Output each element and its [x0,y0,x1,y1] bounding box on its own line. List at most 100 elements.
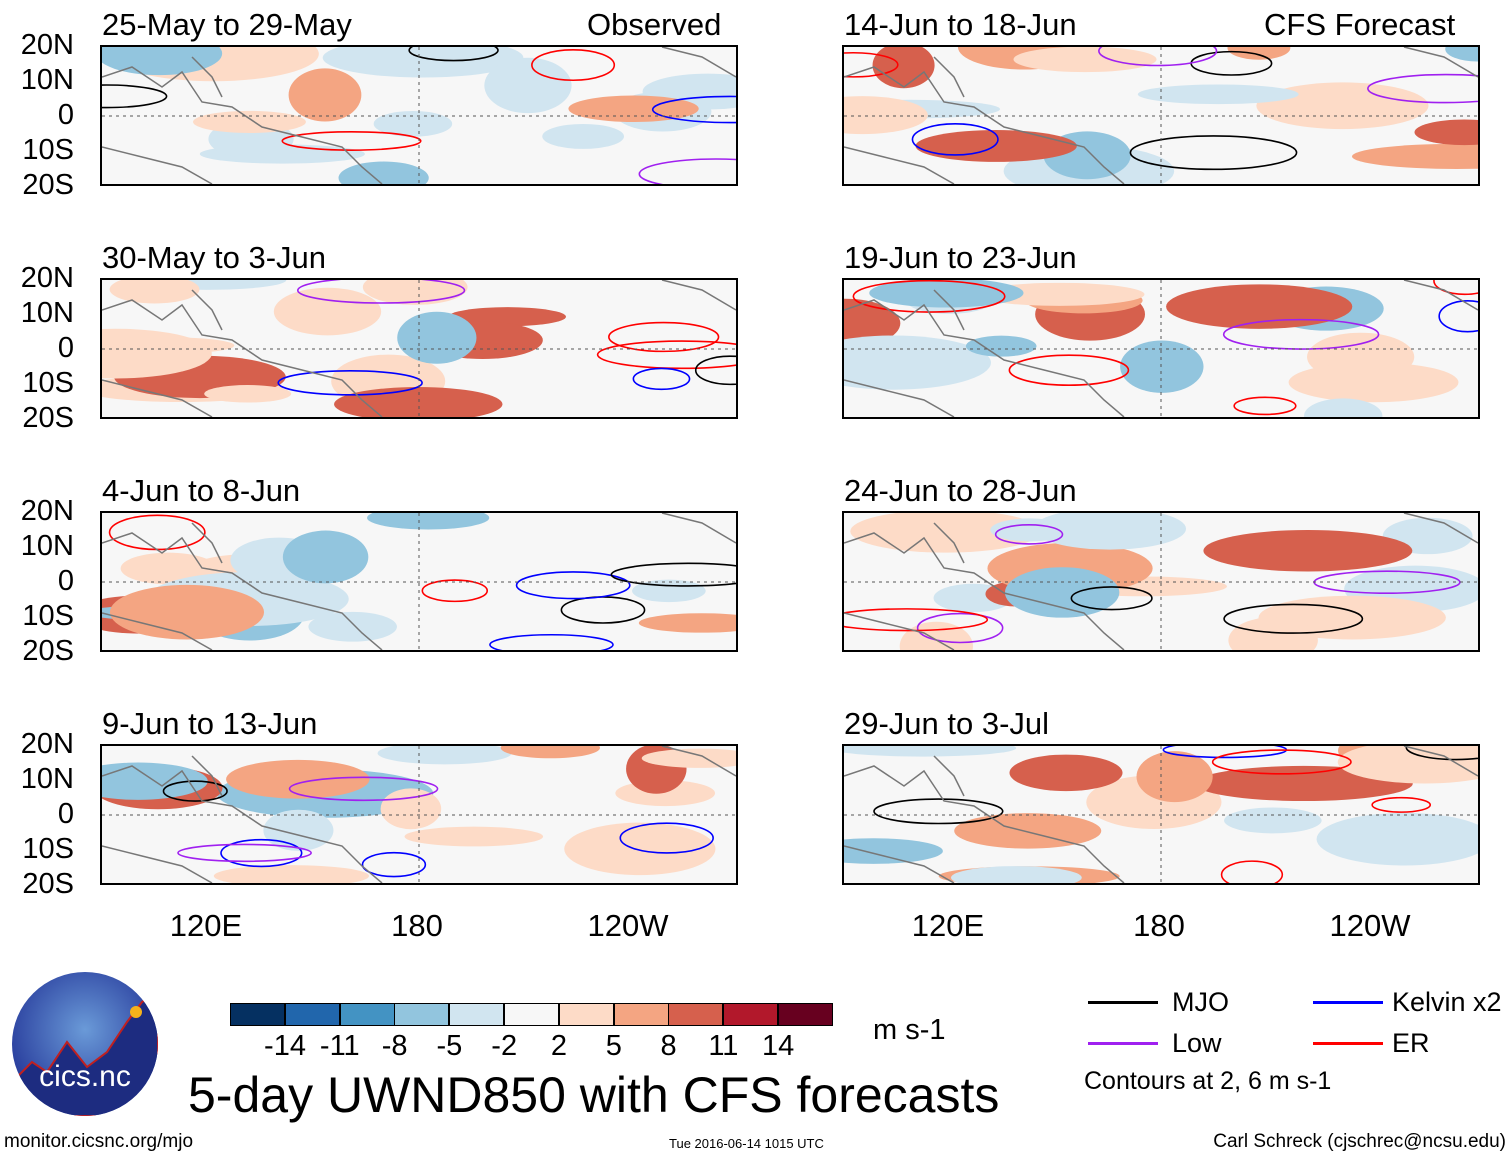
wind-anomaly-shading [1304,398,1383,417]
colorbar-swatch [723,1003,779,1026]
lat-tick-label: 0 [57,798,74,830]
filtered-wave-contour [1211,749,1352,775]
wind-anomaly-shading [632,579,706,603]
coastline [102,513,736,650]
filtered-wave-contour [296,280,466,304]
coastline [102,280,736,417]
lat-tick-label: 20S [22,402,74,434]
cicsnc-logo: cics.nc [12,972,158,1116]
forecast-map-panel [842,744,1480,885]
coastline [102,47,736,184]
panel-title: 25-May to 29-May [102,7,352,42]
filtered-wave-contour [911,122,999,156]
wind-anomaly-shading [899,621,973,650]
wind-anomaly-shading [1137,84,1299,105]
coastline [102,746,736,883]
colorbar-swatch [449,1003,505,1026]
wind-anomaly-shading [1352,143,1478,169]
legend-line-low [1088,1042,1158,1045]
panel-title: 9-Jun to 13-Jun [102,706,318,741]
coastline [844,280,1478,417]
contours-note: Contours at 2, 6 m s-1 [1084,1067,1332,1095]
colorbar-swatch [230,1003,285,1026]
observed-label: Observed [587,7,722,42]
wind-anomaly-shading [213,865,370,883]
lon-tick-label: 120E [911,908,985,943]
filtered-wave-contour [994,524,1064,545]
site-url[interactable]: monitor.cicsnc.org/mjo [4,1131,194,1152]
legend-label-er: ER [1392,1028,1430,1058]
wind-anomaly-shading [844,838,943,864]
filtered-wave-contour [916,612,1004,644]
wind-anomaly-shading [484,57,572,114]
filtered-wave-contour [1223,603,1364,634]
wind-anomaly-shading [273,287,382,336]
wind-anomaly-shading [367,513,490,530]
wind-anomaly-shading [288,68,362,122]
panel-title: 19-Jun to 23-Jun [844,240,1077,275]
coastline [844,47,1478,184]
filtered-wave-contour [421,579,489,603]
forecast-label: CFS Forecast [1264,7,1456,42]
logo-text: cics.nc [39,1060,131,1093]
legend-label-low: Low [1172,1028,1222,1058]
filtered-wave-contour [694,355,736,386]
legend-label-mjo: MJO [1172,987,1229,1017]
lat-tick-label: 20N [20,262,74,294]
lon-tick-label: 120E [169,908,243,943]
filtered-wave-contour [632,367,691,391]
colorbar-tick-label: -14 [264,1030,306,1062]
wind-anomaly-shading [500,746,600,759]
forecast-map-panel [842,278,1480,419]
author-credit: Carl Schreck (cjschrec@ncsu.edu) [1213,1131,1506,1152]
filtered-wave-contour [288,776,439,802]
wind-anomaly-shading [373,110,453,137]
legend-line-mjo [1088,1001,1158,1004]
wind-anomaly-shading [1166,284,1353,329]
timestamp: Tue 2016-06-14 1015 UTC [669,1136,824,1151]
wind-anomaly-shading [872,47,935,89]
lat-tick-label: 10N [20,530,74,562]
legend-line-er [1313,1042,1383,1045]
filtered-wave-contour [102,84,168,109]
wind-anomaly-shading [965,335,1037,357]
wind-anomaly-shading [641,748,736,768]
filtered-wave-contour [515,571,631,600]
colorbar-tick-label: 11 [708,1030,739,1062]
observed-map-panel [100,278,738,419]
filtered-wave-contour [1190,50,1273,76]
filtered-wave-contour [1438,300,1478,333]
filtered-wave-contour [1129,135,1298,171]
wind-anomaly-shading [1445,47,1478,62]
wind-anomaly-shading [1013,47,1157,73]
lat-tick-label: 20S [22,868,74,900]
colorbar-tick-label: -11 [319,1030,360,1062]
wind-anomaly-shading [1033,513,1187,550]
lat-tick-label: 0 [57,99,74,131]
colorbar-tick-label: -2 [491,1030,518,1062]
filtered-wave-contour [1371,796,1432,813]
filtered-wave-contour [361,851,427,878]
lat-tick-label: 0 [57,565,74,597]
colorbar-swatch [778,1003,833,1026]
filtered-wave-contour [1008,354,1130,386]
filtered-wave-contour [651,95,736,124]
colorbar-swatch [394,1003,450,1026]
panel-title: 30-May to 3-Jun [102,240,326,275]
wind-anomaly-shading [542,123,625,149]
wind-anomaly-shading [564,822,716,876]
filtered-wave-contour [162,780,228,802]
wind-anomaly-shading [1414,119,1478,146]
lat-tick-label: 10N [20,763,74,795]
panel-title: 14-Jun to 18-Jun [844,7,1077,42]
colorbar-tick-label: 14 [762,1030,795,1062]
filtered-wave-contour [108,514,206,551]
wind-anomaly-shading [1316,812,1478,866]
colorbar-tick-label: -5 [436,1030,463,1062]
figure-title: 5-day UWND850 with CFS forecasts [188,1067,1000,1123]
wind-anomaly-shading [193,110,306,134]
wind-anomaly-shading [322,47,524,78]
lat-tick-label: 20N [20,728,74,760]
wind-anomaly-shading [109,280,200,304]
